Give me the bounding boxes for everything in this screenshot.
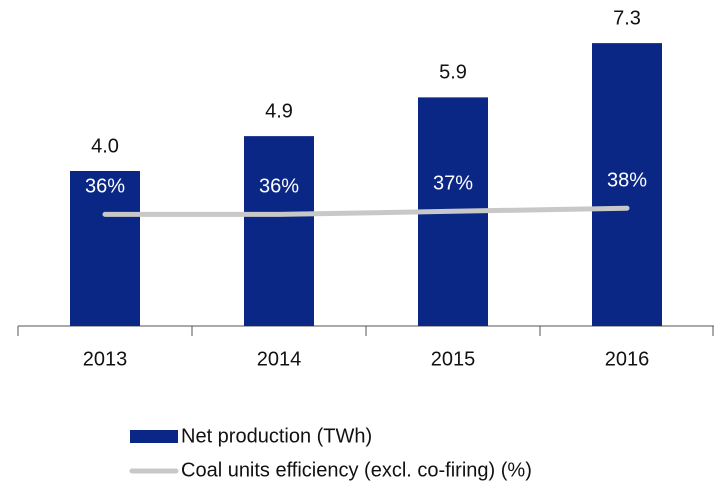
bar <box>592 43 662 326</box>
x-tick-label: 2015 <box>431 348 476 370</box>
x-tick-label: 2014 <box>257 348 302 370</box>
bar-value-label: 7.3 <box>613 7 641 29</box>
legend-label: Net production (TWh) <box>181 425 372 447</box>
x-tick-label: 2016 <box>605 348 650 370</box>
line-value-label: 36% <box>85 176 125 198</box>
x-tick-label: 2013 <box>83 348 128 370</box>
bar <box>244 136 314 326</box>
line-value-label: 37% <box>433 173 473 195</box>
efficiency-line <box>102 205 630 217</box>
bar-value-label: 5.9 <box>439 62 467 84</box>
bar-value-label: 4.0 <box>91 135 119 157</box>
line-value-label: 38% <box>607 169 647 191</box>
legend-label: Coal units efficiency (excl. co-firing) … <box>181 459 532 481</box>
line-value-label: 36% <box>259 176 299 198</box>
bar-value-label: 4.9 <box>265 100 293 122</box>
legend-swatch-bar <box>130 430 178 443</box>
bar <box>70 171 140 326</box>
